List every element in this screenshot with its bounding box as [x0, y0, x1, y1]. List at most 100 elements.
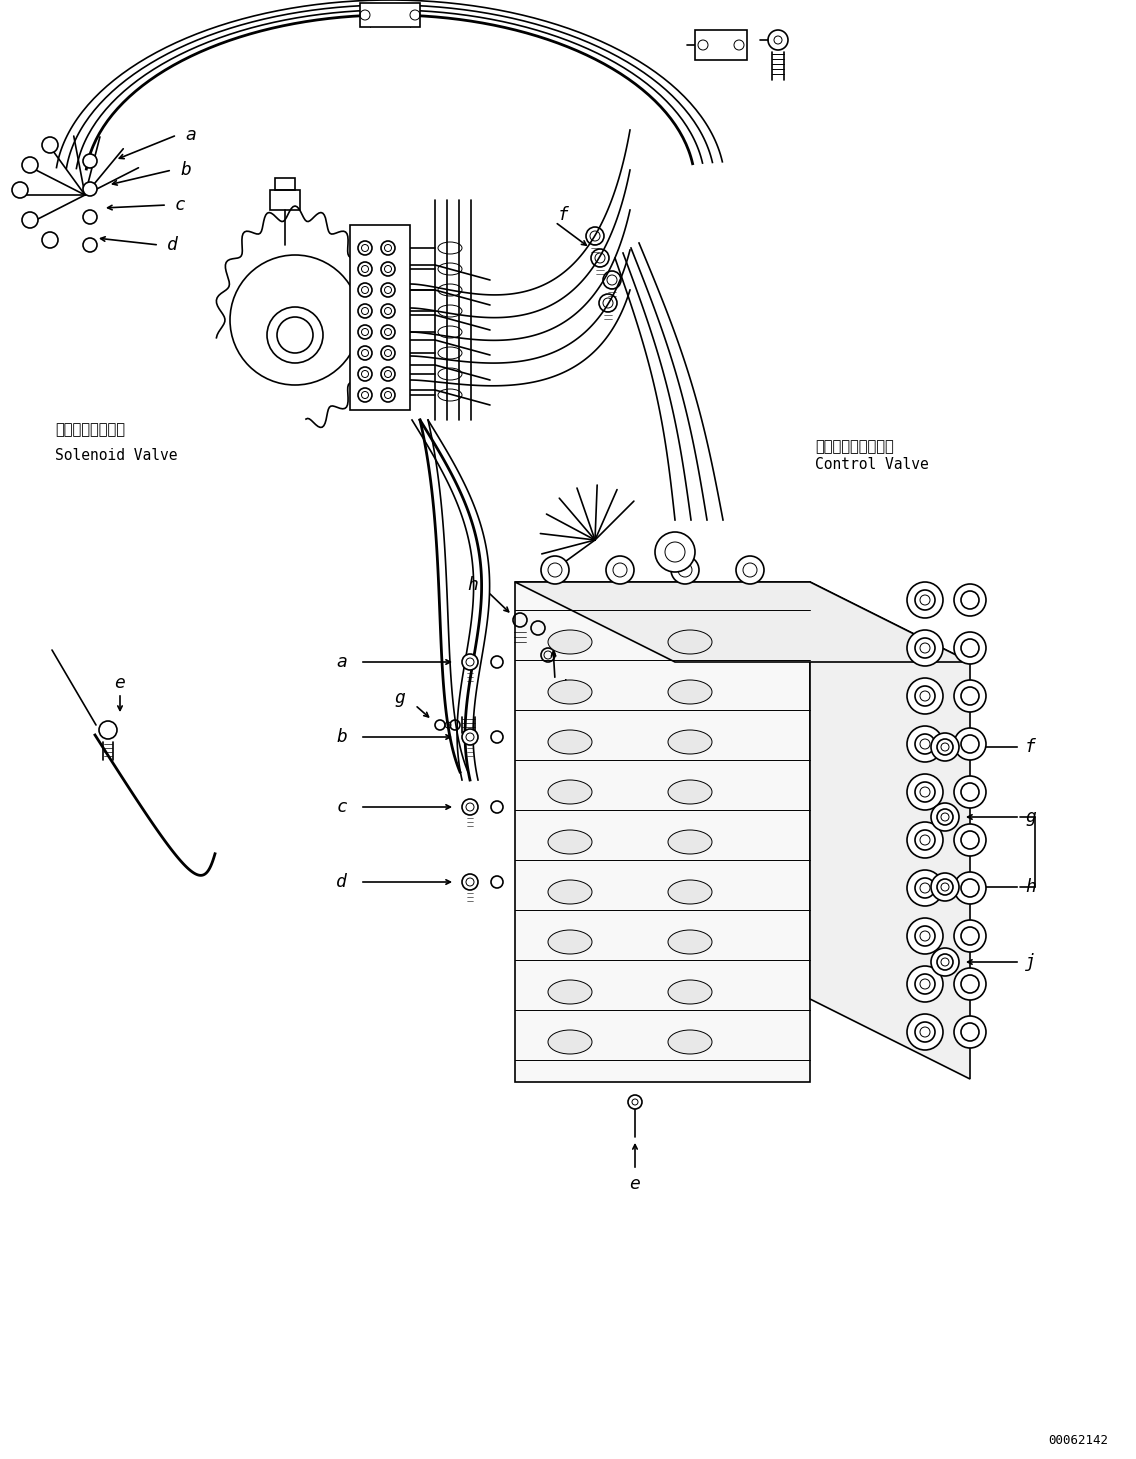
Circle shape: [466, 658, 474, 665]
Circle shape: [384, 371, 392, 378]
Circle shape: [961, 878, 979, 897]
Text: f: f: [558, 206, 569, 225]
Ellipse shape: [548, 680, 592, 705]
Circle shape: [491, 731, 503, 743]
Text: e: e: [115, 674, 125, 692]
Circle shape: [941, 743, 949, 751]
Circle shape: [920, 595, 930, 605]
Circle shape: [954, 680, 986, 712]
Circle shape: [361, 266, 368, 273]
Circle shape: [83, 182, 97, 196]
Circle shape: [941, 883, 949, 891]
Circle shape: [384, 328, 392, 336]
Ellipse shape: [548, 880, 592, 905]
Text: f: f: [1025, 738, 1036, 756]
Ellipse shape: [548, 630, 592, 654]
Circle shape: [655, 533, 695, 572]
Circle shape: [920, 786, 930, 797]
Circle shape: [961, 639, 979, 657]
Text: d: d: [167, 236, 178, 254]
Circle shape: [937, 954, 953, 970]
Circle shape: [42, 232, 58, 248]
Circle shape: [907, 821, 943, 858]
Circle shape: [384, 286, 392, 293]
Circle shape: [736, 556, 765, 584]
Circle shape: [907, 870, 943, 906]
Circle shape: [22, 212, 37, 228]
Circle shape: [12, 182, 28, 198]
Circle shape: [384, 266, 392, 273]
Circle shape: [462, 800, 478, 816]
Circle shape: [605, 556, 634, 584]
Circle shape: [920, 979, 930, 989]
Circle shape: [914, 734, 935, 754]
Circle shape: [361, 308, 368, 315]
Circle shape: [491, 801, 503, 813]
Circle shape: [361, 350, 368, 356]
Circle shape: [83, 155, 97, 168]
Circle shape: [361, 328, 368, 336]
Circle shape: [914, 926, 935, 945]
Text: c: c: [336, 798, 346, 816]
Circle shape: [920, 883, 930, 893]
Circle shape: [937, 740, 953, 754]
Ellipse shape: [668, 1030, 712, 1053]
Ellipse shape: [668, 730, 712, 754]
Circle shape: [907, 775, 943, 810]
Text: b: b: [336, 728, 346, 746]
Circle shape: [914, 878, 935, 897]
Circle shape: [941, 959, 949, 966]
Text: a: a: [336, 654, 346, 671]
Circle shape: [932, 732, 959, 762]
Circle shape: [961, 783, 979, 801]
Text: d: d: [336, 872, 346, 891]
Circle shape: [954, 921, 986, 953]
Circle shape: [937, 878, 953, 894]
Circle shape: [42, 137, 58, 153]
Circle shape: [961, 975, 979, 994]
Circle shape: [361, 391, 368, 398]
Circle shape: [907, 582, 943, 619]
Circle shape: [932, 872, 959, 902]
Circle shape: [671, 556, 699, 584]
Text: h: h: [1025, 878, 1036, 896]
Text: 00062142: 00062142: [1049, 1434, 1108, 1447]
Circle shape: [491, 875, 503, 889]
Polygon shape: [810, 582, 970, 1080]
Ellipse shape: [668, 781, 712, 804]
Ellipse shape: [668, 929, 712, 954]
Circle shape: [937, 808, 953, 824]
Circle shape: [914, 975, 935, 994]
Ellipse shape: [668, 880, 712, 905]
Ellipse shape: [548, 929, 592, 954]
Circle shape: [541, 556, 569, 584]
Circle shape: [914, 830, 935, 851]
Circle shape: [361, 286, 368, 293]
Text: ソレノイドバルブ: ソレノイドバルブ: [55, 423, 125, 438]
Circle shape: [932, 802, 959, 832]
Circle shape: [961, 591, 979, 608]
Circle shape: [961, 735, 979, 753]
Circle shape: [462, 730, 478, 746]
Circle shape: [914, 686, 935, 706]
Circle shape: [384, 350, 392, 356]
Text: a: a: [185, 125, 195, 144]
Circle shape: [920, 1027, 930, 1037]
Circle shape: [83, 210, 97, 225]
Text: g: g: [394, 689, 406, 708]
Circle shape: [954, 584, 986, 616]
Circle shape: [907, 630, 943, 665]
Circle shape: [914, 1021, 935, 1042]
Text: Solenoid Valve: Solenoid Valve: [55, 448, 177, 463]
Circle shape: [954, 824, 986, 856]
Circle shape: [678, 563, 692, 576]
Circle shape: [954, 872, 986, 905]
Circle shape: [954, 967, 986, 999]
Circle shape: [914, 638, 935, 658]
Text: コントロールバルブ: コントロールバルブ: [815, 439, 894, 455]
Circle shape: [954, 776, 986, 808]
Bar: [350, 225, 410, 410]
Circle shape: [907, 678, 943, 713]
Circle shape: [914, 782, 935, 802]
Circle shape: [954, 1015, 986, 1048]
